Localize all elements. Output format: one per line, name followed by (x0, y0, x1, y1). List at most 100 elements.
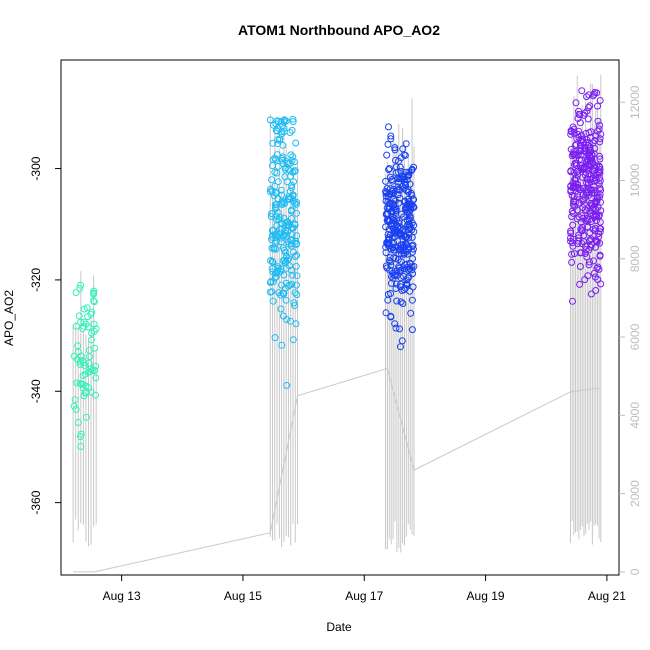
data-point (398, 175, 406, 183)
data-point (274, 162, 282, 170)
data-point (596, 155, 604, 163)
data-point (292, 281, 300, 289)
data-point (587, 178, 595, 186)
data-point (596, 166, 604, 173)
data-point (271, 154, 279, 162)
data-point (285, 255, 293, 262)
data-point (74, 419, 82, 426)
data-point (75, 312, 83, 320)
grey-lines (72, 74, 602, 573)
data-point (403, 281, 411, 289)
x-tick-label: Aug 21 (588, 589, 626, 603)
data-point (79, 372, 87, 379)
data-point (593, 193, 601, 201)
data-point (391, 144, 399, 152)
x-tick-label: Aug 15 (224, 589, 262, 603)
data-point (575, 199, 583, 207)
data-point (291, 302, 299, 309)
data-point (90, 320, 98, 328)
data-point (280, 128, 288, 135)
data-point (283, 381, 291, 389)
data-point (269, 278, 277, 286)
data-point (383, 239, 391, 246)
data-point (273, 189, 280, 197)
data-point (85, 368, 93, 376)
x-axis-label: Date (326, 620, 352, 634)
data-point (386, 257, 393, 265)
data-point (395, 268, 403, 276)
data-point (397, 298, 405, 306)
data-point (90, 298, 98, 306)
data-point (392, 285, 400, 292)
data-point (579, 223, 586, 231)
data-point (581, 144, 589, 152)
data-point (290, 168, 298, 176)
data-point (269, 139, 277, 147)
y2-tick-label: 12000 (628, 85, 642, 119)
data-point (291, 253, 299, 260)
data-point (387, 132, 395, 140)
data-point (596, 97, 604, 104)
data-point (592, 236, 600, 244)
data-point (268, 176, 276, 184)
data-point (596, 228, 604, 236)
data-point (400, 250, 408, 258)
data-point (592, 171, 600, 179)
data-point (268, 210, 275, 218)
data-point (287, 317, 294, 325)
data-point (395, 250, 403, 258)
data-point (597, 186, 605, 194)
data-point (397, 241, 405, 249)
data-point (402, 140, 410, 148)
data-point (594, 102, 601, 110)
data-point (388, 207, 396, 215)
data-point (391, 320, 399, 328)
data-point (387, 245, 395, 253)
data-point (72, 322, 80, 330)
y2-tick-label: 8000 (628, 245, 642, 272)
plot-frame (60, 59, 620, 576)
data-point (269, 231, 276, 239)
data-point (80, 305, 88, 313)
data-point (567, 188, 575, 195)
y2-tick-label: 0 (628, 568, 642, 575)
data-point (81, 362, 89, 369)
data-point (400, 231, 408, 239)
data-point (77, 281, 85, 289)
data-point (88, 308, 96, 316)
data-point (401, 151, 409, 159)
y-tick-label: -300 (29, 156, 43, 180)
data-point (597, 280, 605, 288)
data-point (293, 291, 301, 299)
data-point (280, 289, 288, 297)
data-point (292, 262, 300, 270)
data-point (292, 320, 300, 328)
data-point (392, 156, 399, 164)
data-point (573, 206, 581, 214)
data-point (388, 210, 396, 217)
data-point (396, 325, 403, 333)
data-point (391, 233, 399, 241)
data-point (573, 162, 581, 169)
data-point (574, 115, 582, 122)
data-point (278, 341, 286, 349)
data-point (291, 167, 299, 175)
data-point (585, 91, 593, 99)
data-point (402, 240, 410, 248)
data-point (575, 107, 582, 115)
data-point (292, 139, 300, 147)
data-point (286, 159, 294, 167)
data-point (77, 433, 84, 441)
data-point (269, 226, 277, 234)
data-point (391, 197, 399, 205)
chart-title: ATOM1 Northbound APO_AO2 (238, 22, 440, 38)
data-point (406, 287, 414, 295)
data-point (382, 197, 390, 205)
data-point (288, 184, 296, 192)
data-point (406, 265, 414, 273)
data-point (293, 232, 301, 240)
data-point (587, 155, 594, 162)
data-point (404, 250, 411, 258)
data-point (590, 269, 598, 277)
